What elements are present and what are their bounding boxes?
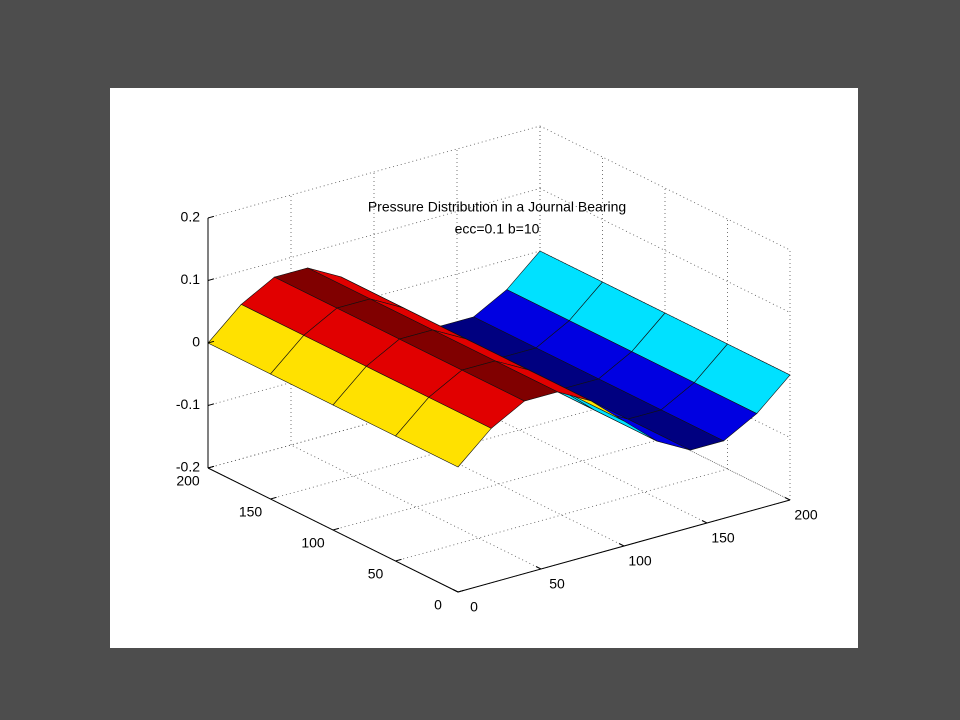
x-tick (784, 497, 791, 501)
z-tick-label: -0.2 (176, 459, 200, 475)
x-tick (701, 520, 708, 524)
grid-line (539, 188, 791, 313)
grid-line (539, 125, 791, 251)
x-tick-label: 100 (628, 553, 652, 569)
z-tick-label: 0.2 (181, 209, 201, 225)
surface-patch (395, 397, 492, 468)
y-tick-label: 100 (301, 535, 325, 551)
y-tick-label: 200 (176, 473, 200, 489)
chart-subtitle: ecc=0.1 b=10 (455, 221, 540, 237)
y-tick (270, 496, 277, 500)
x-tick-label: 0 (470, 599, 478, 615)
y-tick (457, 589, 465, 593)
x-tick-label: 200 (794, 507, 818, 523)
z-tick-label: -0.1 (176, 396, 200, 412)
grid-line (207, 125, 541, 219)
grid-line (207, 188, 541, 281)
y-tick-label: 50 (368, 566, 384, 582)
x-tick (535, 566, 542, 570)
x-tick-label: 50 (549, 576, 565, 592)
z-tick (207, 340, 215, 344)
y-tick-label: 150 (239, 504, 263, 520)
z-tick (207, 465, 215, 469)
z-tick-label: 0.1 (181, 271, 201, 287)
y-tick (332, 527, 340, 531)
chart-title: Pressure Distribution in a Journal Beari… (368, 199, 626, 215)
grid-line (290, 444, 542, 570)
grid-line (395, 468, 728, 562)
z-tick (207, 278, 215, 281)
x-tick-label: 150 (711, 530, 735, 546)
z-tick (207, 215, 215, 219)
grid-line (539, 375, 791, 501)
grid-line (332, 437, 666, 531)
x-tick (618, 543, 625, 547)
y-tick-label: 0 (434, 597, 442, 613)
surface (207, 250, 791, 468)
z-tick-label: 0 (192, 334, 200, 350)
x-tick (452, 589, 459, 593)
y-tick (395, 558, 402, 562)
label-layer: Pressure Distribution in a Journal Beari… (176, 199, 818, 615)
z-tick (207, 403, 215, 406)
